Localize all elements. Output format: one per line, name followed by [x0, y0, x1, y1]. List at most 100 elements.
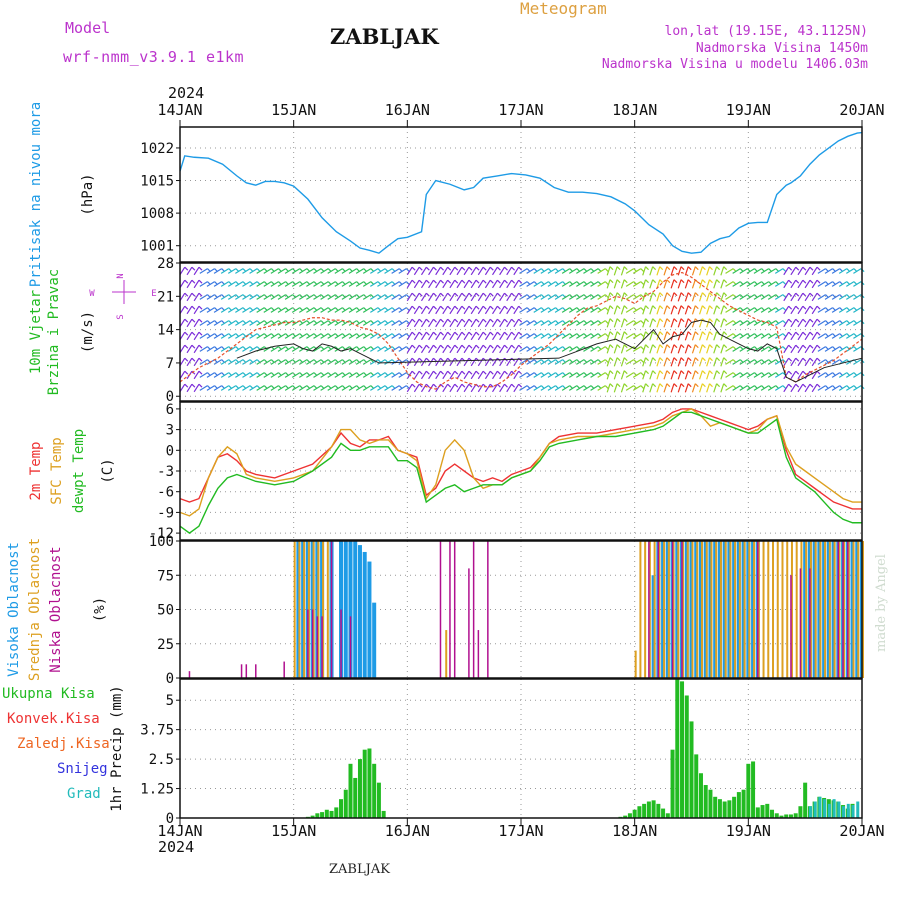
wind-barb	[590, 294, 599, 300]
wind-barb-flag	[604, 346, 609, 351]
wind-barb	[206, 385, 215, 391]
wind-barb	[846, 372, 855, 378]
wind-barb	[242, 346, 251, 352]
wind-barb	[435, 266, 442, 276]
wind-barb	[420, 266, 427, 276]
wind-barb	[613, 305, 618, 315]
wind-barb	[698, 305, 703, 315]
wind-barb	[193, 266, 200, 276]
wind-barb	[706, 279, 711, 289]
wind-barb-flag	[659, 370, 664, 375]
wind-barb	[568, 385, 578, 391]
low-cloud-bar	[255, 664, 257, 678]
wind-barb	[590, 268, 599, 274]
wind-barb	[831, 307, 841, 313]
wind-barb	[242, 359, 251, 365]
wind-barb	[746, 281, 755, 287]
wind-barb	[774, 385, 784, 391]
total-precip-bar	[736, 792, 741, 818]
low-cloud-bar	[453, 541, 456, 678]
wind-barb	[235, 385, 244, 391]
mid-cloud-bar	[729, 541, 732, 678]
x-tick-label-top: 20JAN	[839, 101, 884, 119]
wind-barb	[620, 318, 625, 328]
wind-barb-flag	[616, 292, 621, 297]
total-precip-bar	[717, 799, 722, 818]
total-precip-bar	[680, 681, 685, 818]
wind-barb	[313, 307, 322, 313]
model-altitude-text: Nadmorska Visina u modelu 1406.03m	[601, 57, 868, 72]
wind-barb-flag	[659, 357, 664, 362]
wind-barb	[484, 331, 491, 341]
wind-barb-flag	[411, 357, 416, 362]
total-precip-bar	[627, 813, 632, 818]
wind-barb	[355, 294, 365, 300]
wind-barb	[526, 385, 535, 391]
wind-barb-flag	[623, 279, 628, 284]
wind-barb	[774, 294, 784, 300]
wind-barb	[470, 266, 477, 276]
wind-barb	[811, 383, 818, 393]
wind-barb-flag	[802, 292, 807, 297]
wind-barb-flag	[440, 318, 444, 323]
total-precip-bar	[376, 782, 381, 818]
wind-barb	[576, 346, 585, 352]
wind-barb	[348, 307, 358, 313]
wind-barb	[362, 307, 372, 313]
grad-bar	[846, 803, 850, 818]
wind-barb	[790, 279, 797, 289]
mid-cloud-bar	[734, 541, 737, 678]
wind-barb	[554, 320, 564, 326]
wind-barb-flag	[191, 370, 196, 375]
wind-barb-flag	[440, 292, 444, 297]
wind-barb-flag	[482, 266, 487, 271]
wind-barb	[341, 307, 350, 313]
wind-barb	[620, 357, 625, 367]
wind-barb-flag	[184, 370, 189, 375]
wind-barb	[463, 292, 470, 302]
total-precip-bar	[803, 782, 808, 818]
wind-barb	[277, 268, 286, 274]
wind-barb	[656, 279, 661, 289]
wind-barb-flag	[191, 383, 196, 388]
total-precip-bar	[381, 810, 386, 818]
wind-barb-flag	[795, 279, 800, 284]
wind-barb	[499, 305, 505, 315]
y-tick-label: 0	[166, 389, 174, 405]
wind-barb	[846, 320, 855, 326]
wind-barb	[456, 370, 463, 380]
wind-barb-flag	[623, 331, 628, 336]
wind-barb	[797, 292, 804, 302]
y-tick-label: 100	[149, 534, 174, 550]
wind-barb-flag	[411, 279, 416, 284]
wind-barb	[313, 294, 322, 300]
wind-barb-flag	[198, 318, 203, 323]
wind-barb	[533, 372, 542, 378]
wind-barb	[306, 372, 315, 378]
wind-barb	[406, 279, 413, 289]
wind-barb	[263, 268, 272, 274]
wind-barb	[370, 268, 379, 274]
wind-barb	[306, 268, 315, 274]
wind-barb-flag	[198, 305, 203, 310]
wind-barb-flag	[694, 305, 699, 310]
wind-barb-flag	[709, 318, 713, 323]
wind-barb	[362, 320, 372, 326]
wind-barb-flag	[609, 357, 614, 362]
wind-barb	[774, 333, 784, 339]
wind-barb-flag	[504, 292, 508, 297]
legend-total-rain: Ukupna Kisa	[2, 686, 95, 702]
wind-barb-flag	[411, 266, 416, 271]
wind-barb	[746, 268, 755, 274]
wind-barb	[790, 344, 797, 354]
wind-barb	[242, 333, 251, 339]
wind-barb	[547, 359, 556, 365]
wind-barb	[663, 292, 668, 302]
wind-barb-flag	[687, 357, 692, 362]
wind-barb	[568, 268, 578, 274]
wind-barb-flag	[461, 370, 466, 375]
total-precip-bar	[779, 815, 784, 818]
wind-barb	[435, 370, 442, 380]
wind-barb	[348, 372, 358, 378]
wind-barb	[492, 383, 498, 393]
